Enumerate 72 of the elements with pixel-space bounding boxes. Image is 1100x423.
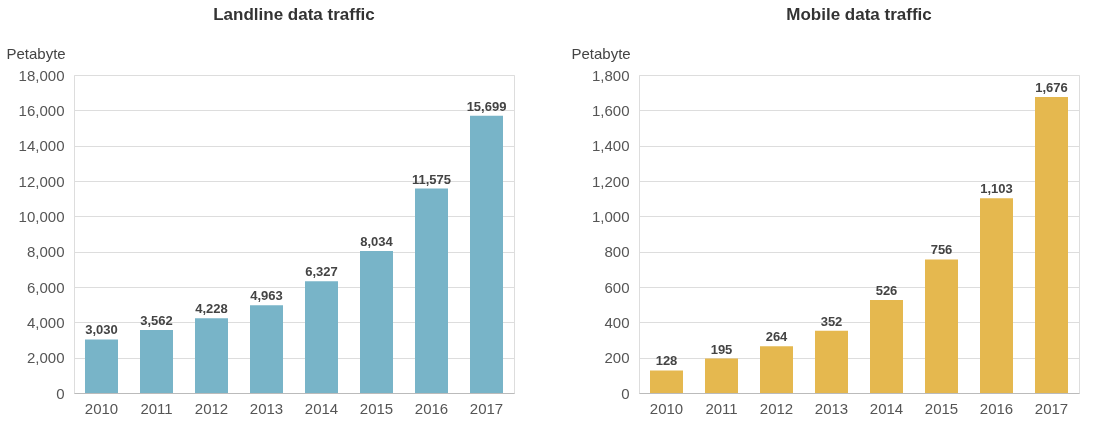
x-tick-label: 2013: [249, 399, 284, 417]
y-tick-label: 14,000: [18, 137, 65, 155]
y-tick-label: 600: [604, 278, 630, 296]
y-tick-label: 18,000: [18, 66, 65, 84]
x-tick-label: 2014: [304, 399, 339, 417]
y-tick-label: 1,200: [591, 172, 630, 190]
x-tick-label: 2010: [84, 399, 119, 417]
y-tick-label: 800: [604, 243, 630, 261]
data-label: 6,327: [305, 264, 338, 280]
data-label: 264: [765, 329, 789, 345]
bar: [250, 305, 283, 393]
data-label: 756: [930, 242, 953, 258]
data-label: 1,103: [980, 181, 1013, 197]
y-tick-label: 0: [56, 384, 65, 402]
y-tick-label: 400: [604, 313, 630, 331]
bar: [760, 346, 793, 393]
x-tick-label: 2011: [140, 399, 173, 417]
y-tick-label: 12,000: [18, 172, 65, 190]
bar: [415, 188, 448, 393]
x-tick-label: 2012: [194, 399, 229, 417]
bar: [305, 281, 338, 393]
chart-title: Mobile data traffic: [786, 5, 932, 24]
data-label: 3,562: [140, 313, 173, 329]
bar: [360, 251, 393, 393]
bar: [925, 259, 958, 393]
bar: [140, 330, 173, 393]
x-tick-label: 2011: [705, 399, 738, 417]
y-tick-label: 1,000: [591, 207, 630, 225]
y-tick-label: 0: [621, 384, 630, 402]
bar: [705, 358, 738, 393]
data-label: 352: [820, 313, 843, 329]
y-tick-label: 1,400: [591, 137, 630, 155]
bar: [85, 339, 118, 393]
x-tick-label: 2017: [1034, 399, 1069, 417]
x-tick-label: 2010: [649, 399, 684, 417]
y-axis-title: Petabyte: [571, 44, 631, 62]
data-label: 128: [655, 353, 678, 369]
y-tick-label: 2,000: [26, 349, 65, 367]
data-label: 8,034: [360, 234, 394, 250]
y-tick-label: 1,800: [591, 66, 630, 84]
bar: [650, 370, 683, 393]
x-tick-label: 2013: [814, 399, 849, 417]
x-tick-label: 2017: [469, 399, 504, 417]
x-tick-label: 2016: [414, 399, 449, 417]
data-label: 1,676: [1035, 79, 1068, 95]
bar: [195, 318, 228, 393]
data-label: 4,228: [195, 301, 228, 317]
bar: [470, 115, 503, 393]
y-axis-title: Petabyte: [6, 44, 66, 62]
y-tick-label: 8,000: [26, 243, 65, 261]
bar: [1035, 96, 1068, 393]
data-label: 526: [875, 283, 898, 299]
data-label: 4,963: [250, 288, 283, 304]
bar: [980, 198, 1013, 393]
x-tick-label: 2012: [759, 399, 794, 417]
data-label: 3,030: [85, 322, 118, 338]
chart-title: Landline data traffic: [213, 5, 375, 24]
bar: [870, 300, 903, 393]
data-label: 195: [710, 341, 733, 357]
x-tick-label: 2015: [924, 399, 959, 417]
data-label: 15,699: [466, 98, 507, 114]
y-tick-label: 16,000: [18, 101, 65, 119]
x-tick-label: 2014: [869, 399, 904, 417]
bar: [815, 330, 848, 393]
x-tick-label: 2016: [979, 399, 1014, 417]
y-tick-label: 1,600: [591, 101, 630, 119]
y-tick-label: 10,000: [18, 207, 65, 225]
data-label: 11,575: [411, 171, 452, 187]
x-tick-label: 2015: [359, 399, 394, 417]
y-tick-label: 200: [604, 349, 630, 367]
y-tick-label: 4,000: [26, 313, 65, 331]
y-tick-label: 6,000: [26, 278, 65, 296]
